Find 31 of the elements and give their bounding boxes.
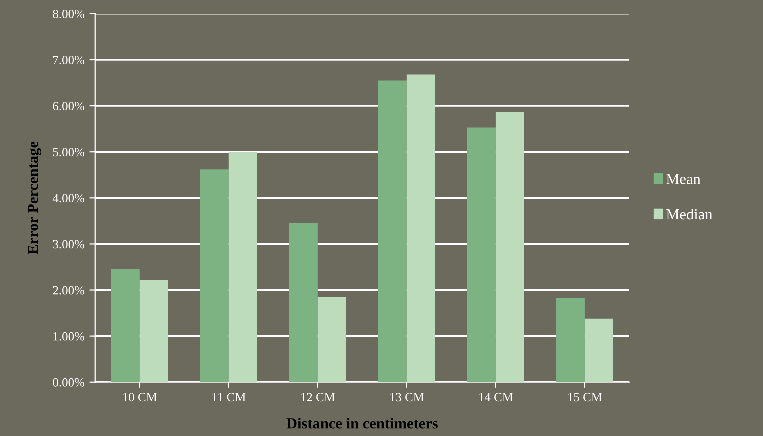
x-axis-title: Distance in centimeters [286, 418, 438, 429]
y-tick-label: 2.00% [53, 286, 85, 295]
bar [289, 223, 318, 382]
y-tick-label: 1.00% [54, 332, 85, 341]
bar [111, 270, 140, 382]
x-tick-label: 12 CM [301, 393, 336, 402]
y-tick-label: 3.00% [53, 240, 85, 249]
bar [228, 152, 258, 382]
legend-label: Mean [666, 174, 701, 184]
x-tick-label: 11 CM [212, 393, 246, 402]
bar [378, 80, 407, 382]
y-tick-label: 7.00% [53, 56, 85, 65]
bar [556, 298, 585, 382]
y-tick-label: 0.00% [53, 378, 85, 387]
x-tick-label: 13 CM [390, 393, 424, 402]
bar [140, 280, 168, 382]
y-tick-label: 8.00% [53, 10, 85, 18]
bar [496, 112, 524, 382]
legend-label: Median [666, 208, 713, 220]
bar [467, 128, 496, 382]
y-tick-label: 4.00% [52, 194, 85, 203]
y-tick-label: 6.00% [53, 102, 85, 111]
bar [406, 74, 436, 382]
x-tick-label: 14 CM [480, 393, 514, 402]
y-axis-title: Error Percentage [28, 142, 42, 255]
y-tick-label: 5.00% [53, 148, 85, 157]
x-tick-label: 10 CM [123, 393, 158, 402]
x-tick-label: 15 CM [568, 393, 602, 402]
bar [200, 170, 229, 382]
bar [584, 318, 614, 382]
bar [318, 297, 346, 382]
